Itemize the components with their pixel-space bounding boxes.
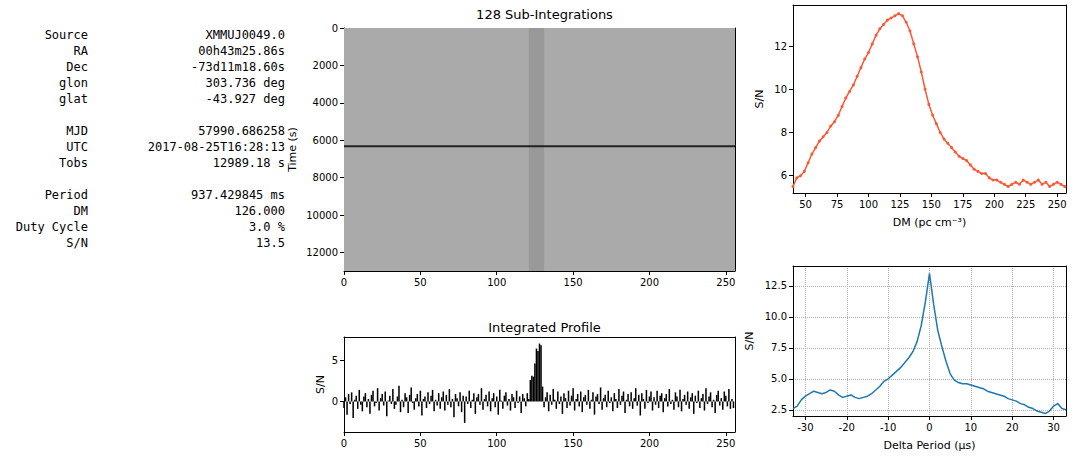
html-text:glon: glon (59, 76, 88, 90)
svg-text:10.0: 10.0 (765, 311, 787, 322)
svg-text:-30: -30 (797, 422, 813, 433)
svg-text:8: 8 (781, 127, 787, 138)
svg-text:5: 5 (332, 355, 338, 366)
html-text:DM: DM (73, 204, 88, 218)
svg-text:S/N: S/N (314, 375, 327, 394)
svg-text:DM (pc cm⁻³): DM (pc cm⁻³) (893, 216, 967, 229)
svg-text:0: 0 (332, 23, 338, 34)
svg-text:50: 50 (414, 277, 427, 288)
svg-text:Time (s): Time (s) (286, 127, 299, 173)
svg-text:50: 50 (414, 438, 427, 449)
svg-text:75: 75 (831, 199, 844, 210)
svg-text:100: 100 (859, 199, 878, 210)
html-text:S/N: S/N (66, 236, 88, 250)
svg-text:0: 0 (341, 277, 347, 288)
html-text:UTC: UTC (66, 140, 88, 154)
svg-text:250: 250 (1048, 199, 1067, 210)
svg-text:50: 50 (799, 199, 812, 210)
html-text:00h43m25.86s: 00h43m25.86s (198, 44, 285, 58)
svg-text:4000: 4000 (313, 97, 338, 108)
svg-text:12: 12 (774, 41, 787, 52)
svg-text:10000: 10000 (306, 210, 338, 221)
svg-text:12.5: 12.5 (765, 280, 787, 291)
svg-text:S/N: S/N (753, 90, 766, 109)
html-text:XMMUJ0049.0: XMMUJ0049.0 (205, 28, 285, 42)
svg-text:30: 30 (1047, 422, 1060, 433)
html-text:13.5: 13.5 (256, 236, 285, 250)
svg-text:250: 250 (716, 438, 735, 449)
svg-text:S/N: S/N (743, 332, 756, 351)
svg-text:-10: -10 (880, 422, 896, 433)
svg-text:200: 200 (640, 277, 659, 288)
html-text:303.736 deg: 303.736 deg (205, 76, 285, 90)
html-text:3.0 %: 3.0 % (248, 220, 285, 234)
svg-text:175: 175 (953, 199, 972, 210)
html-text:Dec: Dec (66, 60, 88, 74)
svg-text:7.5: 7.5 (771, 342, 787, 353)
svg-text:150: 150 (922, 199, 941, 210)
svg-text:12000: 12000 (306, 247, 338, 258)
html-text:Period: Period (44, 188, 88, 202)
html-text:937.429845 ms: 937.429845 ms (191, 188, 285, 202)
svg-text:8000: 8000 (313, 172, 338, 183)
html-text:-43.927 deg: -43.927 deg (205, 92, 285, 106)
svg-text:128 Sub-Integrations: 128 Sub-Integrations (476, 7, 613, 22)
svg-text:Integrated Profile: Integrated Profile (488, 320, 601, 335)
svg-text:200: 200 (640, 438, 659, 449)
html-text:57990.686258: 57990.686258 (198, 124, 285, 138)
svg-text:100: 100 (487, 277, 506, 288)
html-text:MJD: MJD (66, 124, 88, 138)
svg-text:6000: 6000 (313, 135, 338, 146)
svg-text:2000: 2000 (313, 60, 338, 71)
svg-text:200: 200 (985, 199, 1004, 210)
svg-text:150: 150 (564, 277, 583, 288)
html-text:RA: RA (73, 44, 88, 58)
svg-text:6: 6 (781, 170, 787, 181)
svg-text:Delta Period (μs): Delta Period (μs) (884, 439, 976, 452)
svg-text:0: 0 (926, 422, 932, 433)
svg-text:-20: -20 (839, 422, 855, 433)
html-text:-73d11m18.60s: -73d11m18.60s (191, 60, 285, 74)
svg-text:0: 0 (332, 396, 338, 407)
html-text:Source: Source (44, 28, 88, 42)
html-text:Duty Cycle: Duty Cycle (15, 220, 88, 234)
svg-text:0: 0 (341, 438, 347, 449)
svg-text:100: 100 (487, 438, 506, 449)
svg-text:10: 10 (964, 422, 977, 433)
svg-text:10: 10 (774, 84, 787, 95)
html-text:2017-08-25T16:28:13: 2017-08-25T16:28:13 (147, 140, 285, 154)
svg-text:5.0: 5.0 (771, 373, 787, 384)
html-text:126.000: 126.000 (234, 204, 285, 218)
svg-text:2.5: 2.5 (771, 404, 787, 415)
html-text:glat: glat (59, 92, 88, 106)
svg-text:225: 225 (1016, 199, 1035, 210)
html-text:12989.18 s: 12989.18 s (212, 156, 285, 170)
svg-text:250: 250 (716, 277, 735, 288)
html-text:Tobs: Tobs (59, 156, 88, 170)
svg-text:150: 150 (564, 438, 583, 449)
svg-text:125: 125 (890, 199, 909, 210)
svg-text:20: 20 (1006, 422, 1019, 433)
